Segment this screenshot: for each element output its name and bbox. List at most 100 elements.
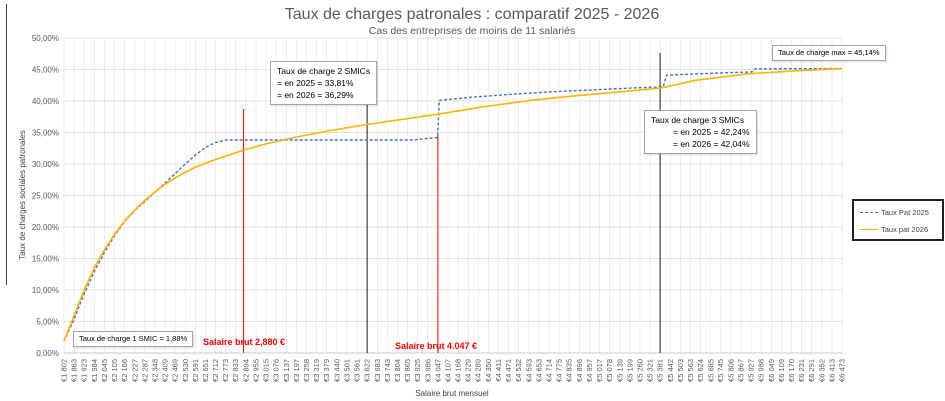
x-tick-label: €5 685 <box>706 359 715 382</box>
x-tick-label: €4 593 <box>524 359 533 382</box>
x-axis-label: Salaire brut mensuel <box>415 389 489 398</box>
x-tick-label: €2 045 <box>100 359 109 382</box>
x-tick-label: €5 199 <box>625 359 634 382</box>
x-tick-label: €2 773 <box>221 359 230 382</box>
y-tick-label: 45,00% <box>32 66 59 75</box>
series <box>63 67 843 342</box>
left-border-rule <box>6 4 7 285</box>
x-tick-label: €3 015 <box>262 359 271 382</box>
y-tick-label: 5,00% <box>36 318 59 327</box>
x-tick-label: €4 107 <box>443 359 452 382</box>
x-tick-label: €5 867 <box>737 359 746 382</box>
x-tick-label: €2 894 <box>241 359 250 382</box>
label-salaire-2880: Salaire brut 2,880 € <box>203 337 286 347</box>
legend-label-2026: Taux pat 2026 <box>881 225 929 234</box>
x-tick-label: €5 927 <box>747 359 756 382</box>
chart-title: Taux de charges patronales : comparatif … <box>285 6 660 23</box>
x-tick-label: €3 986 <box>423 359 432 382</box>
y-axis-ticks: 0,00% 5,00% 10,00% 15,00% 20,00% 25,00% 30,00%… <box>32 34 59 358</box>
y-tick-label: 40,00% <box>32 97 59 106</box>
y-tick-label: 50,00% <box>32 34 59 43</box>
x-tick-label: €5 624 <box>696 359 705 382</box>
x-tick-label: €2 955 <box>252 359 261 382</box>
x-tick-label: €4 957 <box>585 359 594 382</box>
x-tick-label: €4 896 <box>575 359 584 382</box>
x-tick-label: €6 231 <box>797 359 806 382</box>
x-tick-label: €5 260 <box>635 359 644 382</box>
legend: Taux Pat 2025 Taux pat 2026 <box>852 199 944 241</box>
y-axis-label: Taux de charges sociales patronales <box>18 130 27 259</box>
x-tick-label: €3 379 <box>322 359 331 382</box>
x-tick-label: €3 561 <box>352 359 361 382</box>
x-tick-label: €4 289 <box>474 359 483 382</box>
x-tick-label: €3 925 <box>413 359 422 382</box>
x-tick-label: €5 139 <box>615 359 624 382</box>
x-tick-label: €3 076 <box>272 359 281 382</box>
x-tick-label: €2 530 <box>181 359 190 382</box>
x-tick-label: €3 258 <box>302 359 311 382</box>
grid <box>63 37 843 354</box>
x-tick-label: €4 714 <box>545 359 554 382</box>
x-tick-label: €2 227 <box>130 359 139 382</box>
x-tick-label: €1 863 <box>70 359 79 382</box>
x-tick-label: €6 049 <box>767 359 776 382</box>
x-tick-label: €5 017 <box>595 359 604 382</box>
y-tick-label: 10,00% <box>32 286 59 295</box>
y-tick-label: 25,00% <box>32 192 59 201</box>
x-tick-label: €5 078 <box>605 359 614 382</box>
chart-subtitle: Cas des entreprises de moins de 11 salar… <box>369 25 575 37</box>
annotation-3-smics: Taux de charge 3 SMICs = en 2025 = 42,24… <box>644 110 757 154</box>
x-tick-label: €4 532 <box>514 359 523 382</box>
x-tick-label: €2 712 <box>211 359 220 382</box>
x-tick-label: €2 105 <box>110 359 119 382</box>
x-tick-label: €6 109 <box>777 359 786 382</box>
legend-label-2025: Taux Pat 2025 <box>881 208 929 217</box>
legend-item-2025: Taux Pat 2025 <box>860 208 929 217</box>
series-line-2026 <box>63 67 843 342</box>
x-tick-label: €5 503 <box>676 359 685 382</box>
x-tick-label: €4 168 <box>454 359 463 382</box>
x-tick-label: €3 197 <box>292 359 301 382</box>
y-tick-label: 15,00% <box>32 255 59 264</box>
x-tick-label: €5 806 <box>726 359 735 382</box>
x-tick-label: €3 804 <box>393 359 402 382</box>
x-tick-label: €4 229 <box>464 359 473 382</box>
x-tick-label: €3 137 <box>282 359 291 382</box>
x-tick-label: €6 170 <box>787 359 796 382</box>
x-tick-label: €1 923 <box>80 359 89 382</box>
annotation-2-smics-title: Taux de charge 2 SMICs <box>277 66 371 76</box>
x-tick-label: €5 381 <box>656 359 665 382</box>
x-tick-label: €4 471 <box>504 359 513 382</box>
x-tick-label: €6 413 <box>828 359 837 382</box>
x-tick-label: €2 591 <box>191 359 200 382</box>
annotation-max: Taux de charge max = 45,14% <box>772 45 886 61</box>
x-tick-label: €5 745 <box>716 359 725 382</box>
x-tick-label: €5 563 <box>686 359 695 382</box>
annotation-2-smics: Taux de charge 2 SMICs = en 2025 = 33,81… <box>270 61 378 105</box>
x-tick-label: €5 321 <box>646 359 655 382</box>
legend-item-2026: Taux pat 2026 <box>860 225 928 234</box>
legend-swatch-2026 <box>860 229 878 230</box>
x-tick-label: €6 352 <box>817 359 826 382</box>
x-tick-label: €6 291 <box>807 359 816 382</box>
annotation-2-smics-2025: = en 2025 = 33,81% <box>277 78 354 88</box>
x-tick-label: €1 984 <box>90 359 99 382</box>
x-tick-label: €2 651 <box>201 359 210 382</box>
y-tick-label: 0,00% <box>36 349 59 358</box>
x-tick-label: €4 835 <box>565 359 574 382</box>
x-tick-label: €3 683 <box>373 359 382 382</box>
x-tick-label: €4 047 <box>433 359 442 382</box>
x-tick-label: €2 409 <box>161 359 170 382</box>
x-tick-label: €6 473 <box>838 359 847 382</box>
annotation-3-smics-title: Taux de charge 3 SMICs <box>651 115 745 125</box>
x-tick-label: €1 802 <box>60 359 69 382</box>
x-axis-ticks: €1 802 €1 863 €1 923 €1 984 €2 045 €2 105 €2 1… <box>60 359 847 382</box>
annotation-2-smics-2026: = en 2026 = 36,29% <box>277 90 354 100</box>
x-tick-label: €2 287 <box>140 359 149 382</box>
x-tick-label: €4 411 <box>494 359 503 381</box>
x-tick-label: €2 166 <box>120 359 129 382</box>
x-tick-label: €5 988 <box>757 359 766 382</box>
legend-swatch-2025 <box>860 212 878 213</box>
x-tick-label: €4 350 <box>484 359 493 382</box>
